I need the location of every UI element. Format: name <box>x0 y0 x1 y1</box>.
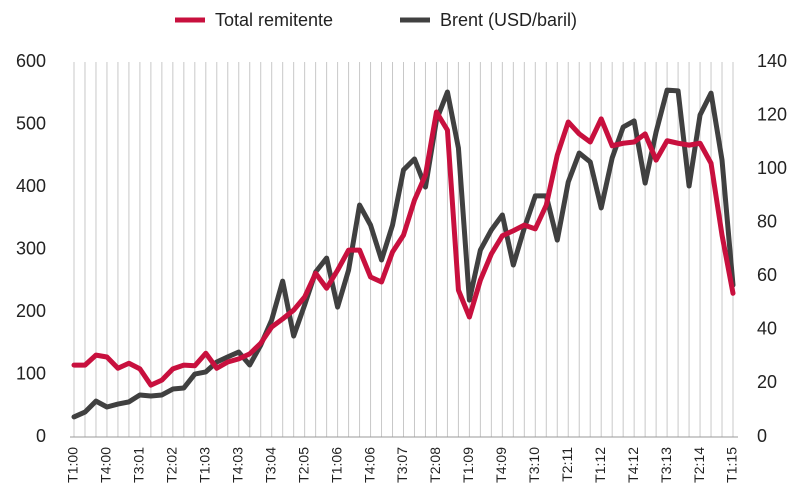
x-tick-label: T3:04 <box>262 447 278 483</box>
x-tick-label: T2:05 <box>295 447 311 483</box>
y-tick-label: 100 <box>16 363 46 383</box>
y2-tick-label: 100 <box>757 158 787 178</box>
line-series <box>71 109 736 388</box>
x-tick-label: T4:03 <box>229 447 245 483</box>
y2-tick-label: 120 <box>757 104 787 124</box>
x-tick-label: T1:06 <box>328 447 344 483</box>
y-tick-label: 600 <box>16 51 46 71</box>
x-tick-label: T2:08 <box>427 447 443 483</box>
x-tick-label: T1:00 <box>65 447 81 483</box>
x-tick-label: T4:12 <box>625 447 641 483</box>
x-tick-label: T2:14 <box>691 447 707 483</box>
x-tick-label: T1:15 <box>724 447 740 483</box>
y-tick-label: 0 <box>36 426 46 446</box>
y2-tick-label: 140 <box>757 51 787 71</box>
y-tick-label: 500 <box>16 113 46 133</box>
legend-label: Total remitente <box>215 10 333 30</box>
x-tick-label: T3:10 <box>526 447 542 483</box>
x-tick-label: T3:01 <box>131 447 147 483</box>
x-tick-label: T3:07 <box>394 447 410 483</box>
x-tick-label: T2:02 <box>164 447 180 483</box>
y2-tick-label: 80 <box>757 211 777 231</box>
legend-label: Brent (USD/baril) <box>440 10 577 30</box>
y-tick-label: 400 <box>16 176 46 196</box>
x-tick-label: T3:13 <box>658 447 674 483</box>
y2-tick-label: 40 <box>757 319 777 339</box>
y2-tick-label: 0 <box>757 426 767 446</box>
x-tick-label: T1:03 <box>197 447 213 483</box>
x-tick-label: T1:12 <box>592 447 608 483</box>
x-tick-label: T1:09 <box>460 447 476 483</box>
y-tick-label: 300 <box>16 238 46 258</box>
x-tick-label: T4:00 <box>98 447 114 483</box>
line-series <box>71 87 736 420</box>
y-tick-label: 200 <box>16 301 46 321</box>
x-tick-label: T4:09 <box>493 447 509 483</box>
x-tick-label: T2:11 <box>559 447 575 482</box>
y2-tick-label: 20 <box>757 372 777 392</box>
y2-tick-label: 60 <box>757 265 777 285</box>
x-tick-label: T4:06 <box>361 447 377 483</box>
